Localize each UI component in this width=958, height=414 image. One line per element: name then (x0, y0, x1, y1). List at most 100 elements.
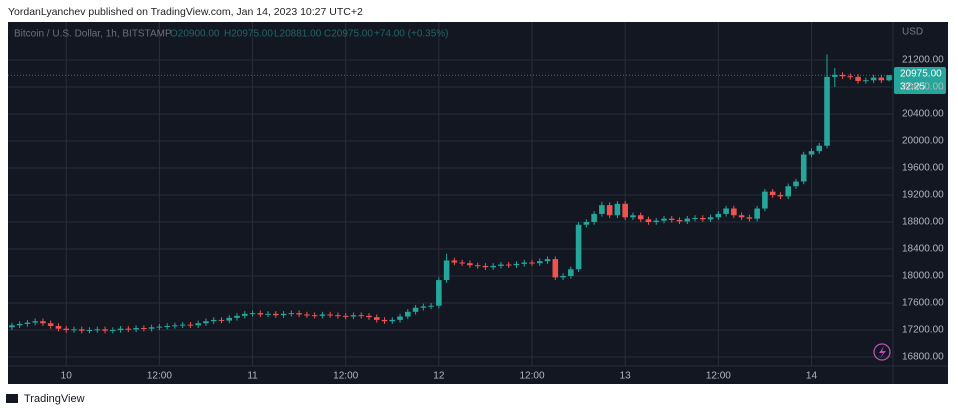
candle-body (847, 76, 854, 78)
candle (342, 313, 349, 320)
candle-body (731, 208, 737, 216)
y-tick-label: 18800.00 (902, 217, 944, 228)
candle-body (707, 217, 714, 220)
candle (226, 315, 233, 324)
candle-body (257, 313, 264, 315)
candle (234, 313, 240, 321)
candle-body (32, 321, 38, 323)
candle (731, 205, 737, 218)
candle (86, 327, 93, 334)
candle-body (536, 261, 543, 264)
legend-open: O20900.00 (170, 29, 220, 40)
y-tick-label: 20800.00 (902, 82, 944, 93)
candle-body (125, 328, 132, 330)
candle (513, 261, 520, 268)
y-tick-label: 17600.00 (902, 298, 944, 309)
candle (614, 201, 621, 218)
candle-body (164, 325, 170, 327)
y-tick-label: 20400.00 (902, 109, 944, 120)
candle-body (319, 314, 326, 316)
candle-body (78, 329, 85, 331)
candle (847, 73, 854, 80)
candle (265, 311, 271, 318)
candle (738, 212, 745, 220)
candle (327, 311, 333, 318)
candle-body (614, 203, 621, 216)
candle-body (218, 319, 225, 321)
candle (684, 215, 691, 225)
candle (218, 317, 225, 324)
candle-body (498, 264, 504, 266)
candle-body (327, 314, 333, 316)
candle-body (738, 215, 745, 218)
candle-body (653, 220, 660, 223)
x-tick-label: 11 (247, 371, 258, 382)
x-tick-label: 12:00 (333, 371, 358, 382)
alert-icon[interactable] (873, 343, 891, 361)
candle-body (102, 329, 108, 331)
candle (32, 318, 38, 326)
candle (9, 322, 15, 331)
candle (125, 325, 132, 333)
brand-logo (6, 394, 18, 403)
candle (117, 325, 124, 333)
candle (715, 211, 722, 220)
candle-body (583, 222, 590, 225)
alert-icon-bolt (879, 346, 886, 358)
candle (311, 312, 318, 319)
candle-body (467, 263, 473, 266)
candle-body (591, 213, 597, 223)
legend-close: C20975.00 (324, 29, 373, 40)
candle-body (793, 181, 799, 187)
candle (78, 326, 85, 334)
candle-body (668, 218, 675, 220)
candle (769, 188, 776, 198)
candle (653, 217, 660, 225)
x-tick-label: 13 (620, 371, 632, 382)
candle-body (304, 314, 310, 316)
candle (172, 322, 178, 329)
candle (599, 201, 605, 217)
candle-body (746, 217, 753, 219)
candle (723, 205, 729, 217)
candle-body (692, 217, 698, 219)
candle-body (428, 305, 434, 307)
candle-body (521, 262, 528, 264)
x-tick-label: 12:00 (147, 371, 172, 382)
candle (878, 74, 885, 83)
candle (808, 148, 815, 158)
candle (824, 54, 830, 149)
candle (141, 325, 147, 332)
candle-body (769, 191, 776, 196)
candle (459, 259, 465, 266)
candle (203, 318, 209, 326)
candle (785, 183, 791, 200)
candle (187, 321, 194, 328)
candle-body (265, 313, 271, 315)
candle (536, 258, 543, 266)
candle (319, 311, 326, 319)
y-tick-label: 18000.00 (902, 271, 944, 282)
candle-body (482, 265, 489, 268)
candle-body (637, 215, 644, 220)
candle (249, 310, 256, 317)
candle (350, 312, 357, 320)
candle (482, 263, 489, 270)
candle (296, 310, 302, 318)
candle-body (443, 260, 450, 281)
candle (257, 310, 264, 318)
candle (304, 311, 310, 318)
candle (529, 259, 535, 266)
candle-body (241, 313, 248, 316)
candle-body (234, 315, 240, 318)
candle (668, 215, 675, 223)
candle (164, 323, 170, 330)
candle (816, 143, 823, 154)
candle (179, 321, 186, 328)
candle-body (110, 330, 116, 332)
candle (863, 77, 869, 84)
candle-body (249, 313, 256, 315)
